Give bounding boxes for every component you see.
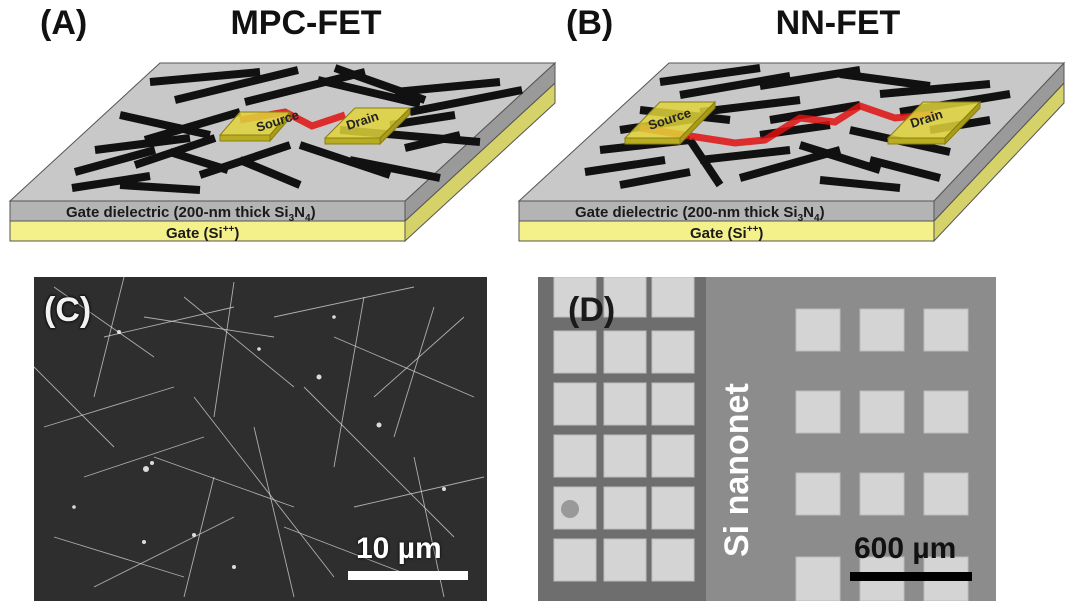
scale-label-d: 600 µm: [854, 532, 957, 565]
panel-d-letter: (D): [568, 291, 616, 329]
drain-electrode-a: [323, 106, 412, 146]
panel-b-letter: (B): [566, 4, 614, 42]
scale-bar-d: [850, 572, 972, 581]
mpc-fet-diagram: Source Drain Gate dielectric (200-nm thi…: [8, 61, 557, 243]
drain-electrode-b: [886, 100, 982, 146]
dielectric-label-a: Gate dielectric (200-nm thick Si3N4): [66, 204, 316, 224]
panel-a-letter: (A): [40, 4, 88, 42]
si-nanonet-label: Si nanonet: [718, 383, 756, 557]
nn-fet-diagram: Source Drain Gate dielectric (200-nm thi…: [517, 61, 1065, 243]
gate-label-a: Gate (Si++): [166, 224, 239, 242]
optical-image-pads: (D) Si nanonet 600 µm: [538, 277, 996, 601]
source-electrode-b: [623, 100, 717, 146]
nanowires-a: [71, 64, 523, 194]
panel-c-letter: (C): [44, 291, 92, 329]
sem-image-nanowires: (C) 10 µm: [34, 277, 487, 601]
device-diagrams: Source Drain Gate dielectric (200-nm thi…: [8, 61, 1065, 243]
gate-label-b: Gate (Si++): [690, 224, 763, 242]
source-electrode-a: [218, 110, 292, 143]
scale-bar-c: [348, 571, 468, 580]
current-path-b: [639, 102, 936, 147]
panel-a-title: MPC-FET: [230, 4, 382, 42]
panel-b-title: NN-FET: [775, 4, 901, 42]
dielectric-label-b: Gate dielectric (200-nm thick Si3N4): [575, 204, 825, 224]
scale-label-c: 10 µm: [356, 532, 442, 565]
nanowire-texture: [34, 277, 487, 601]
